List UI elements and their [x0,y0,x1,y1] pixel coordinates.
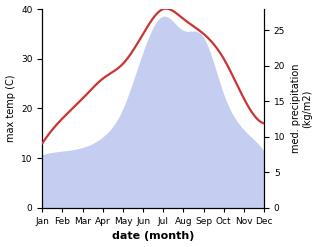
Y-axis label: max temp (C): max temp (C) [5,75,16,142]
X-axis label: date (month): date (month) [112,231,194,242]
Y-axis label: med. precipitation
(kg/m2): med. precipitation (kg/m2) [291,64,313,153]
